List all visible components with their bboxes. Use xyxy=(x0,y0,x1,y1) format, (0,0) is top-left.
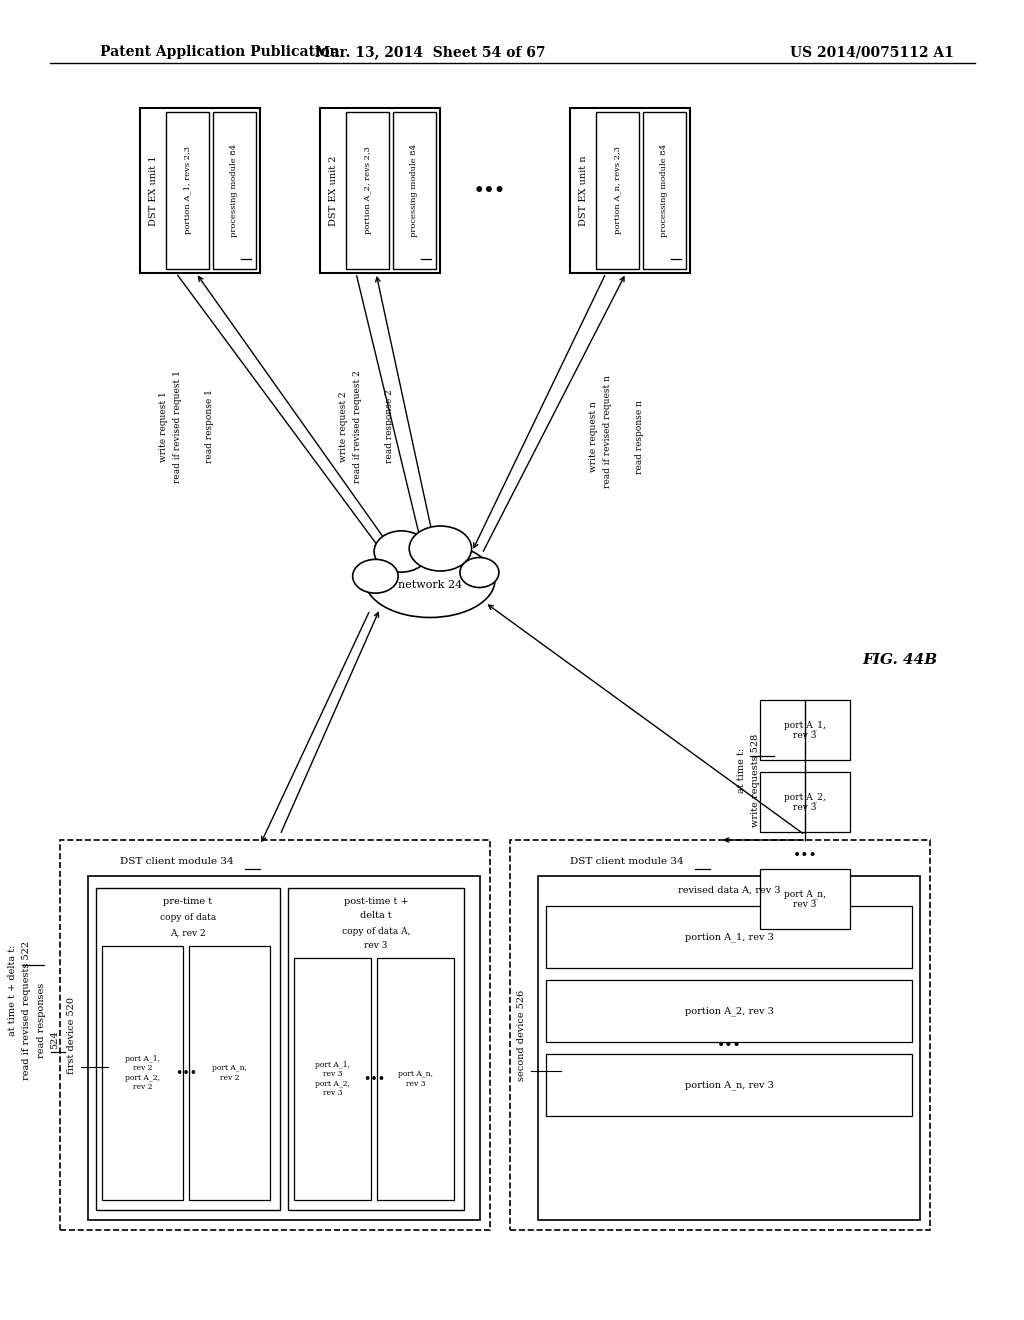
Bar xyxy=(570,108,690,273)
Text: DST EX unit 1: DST EX unit 1 xyxy=(148,156,158,226)
Bar xyxy=(88,876,480,1220)
Text: DST EX unit n: DST EX unit n xyxy=(579,156,588,226)
Text: Patent Application Publication: Patent Application Publication xyxy=(100,45,340,59)
Bar xyxy=(596,112,639,269)
Text: processing module 84: processing module 84 xyxy=(411,144,419,238)
Text: read response 2: read response 2 xyxy=(384,389,393,463)
Text: port A_n,
rev 2: port A_n, rev 2 xyxy=(212,1064,247,1081)
Text: DST EX unit 2: DST EX unit 2 xyxy=(329,156,338,226)
Text: Mar. 13, 2014  Sheet 54 of 67: Mar. 13, 2014 Sheet 54 of 67 xyxy=(314,45,545,59)
Text: at time t:: at time t: xyxy=(737,747,746,792)
Bar xyxy=(546,906,912,968)
Bar xyxy=(102,946,183,1200)
Text: portion A_1, rev 3: portion A_1, rev 3 xyxy=(685,932,773,942)
Bar xyxy=(96,888,280,1210)
Text: write requests 528: write requests 528 xyxy=(751,734,760,826)
Text: read response 1: read response 1 xyxy=(205,389,213,463)
Text: read if revised request 1: read if revised request 1 xyxy=(173,370,182,483)
Bar xyxy=(189,946,270,1200)
Text: US 2014/0075112 A1: US 2014/0075112 A1 xyxy=(790,45,954,59)
Bar xyxy=(319,108,440,273)
Text: port A_n,
rev 3: port A_n, rev 3 xyxy=(398,1071,433,1088)
Text: portion A_2, rev 3: portion A_2, rev 3 xyxy=(685,1006,773,1016)
Text: write request n: write request n xyxy=(589,401,597,473)
Text: read responses: read responses xyxy=(37,982,45,1057)
Text: portion A_1, revs 2,3: portion A_1, revs 2,3 xyxy=(183,147,191,235)
Text: •••: ••• xyxy=(362,1072,385,1085)
Text: port A_1,
rev 2
port A_2,
rev 2: port A_1, rev 2 port A_2, rev 2 xyxy=(125,1055,160,1090)
Text: processing module 84: processing module 84 xyxy=(230,144,239,238)
Text: post-time t +: post-time t + xyxy=(344,898,409,907)
Text: •••: ••• xyxy=(717,1039,741,1053)
Text: portion A_2, revs 2,3: portion A_2, revs 2,3 xyxy=(364,147,372,235)
Text: delta t: delta t xyxy=(360,912,392,920)
Text: port A_n,
rev 3: port A_n, rev 3 xyxy=(784,888,826,909)
Text: revised data A, rev 3: revised data A, rev 3 xyxy=(678,886,780,895)
Text: copy of data: copy of data xyxy=(160,913,216,923)
Bar xyxy=(510,840,930,1230)
Text: first device 520: first device 520 xyxy=(68,997,77,1073)
Ellipse shape xyxy=(374,531,429,572)
Text: write request 2: write request 2 xyxy=(339,391,347,462)
Text: write request 1: write request 1 xyxy=(159,391,168,462)
Bar xyxy=(294,958,371,1200)
Text: read if revised request 2: read if revised request 2 xyxy=(353,370,362,483)
Text: network 24: network 24 xyxy=(398,579,462,590)
Text: rev 3: rev 3 xyxy=(365,941,388,950)
Bar xyxy=(60,840,490,1230)
Bar xyxy=(166,112,209,269)
Text: read if revised request n: read if revised request n xyxy=(603,375,612,488)
Bar xyxy=(546,979,912,1041)
Text: DST client module 34: DST client module 34 xyxy=(570,858,684,866)
Text: port A_1,
rev 3: port A_1, rev 3 xyxy=(784,719,826,741)
Text: 524: 524 xyxy=(50,1031,59,1049)
Text: portion A_n, revs 2,3: portion A_n, revs 2,3 xyxy=(613,147,622,235)
Text: DST client module 34: DST client module 34 xyxy=(120,858,233,866)
Bar xyxy=(760,700,850,760)
Text: A, rev 2: A, rev 2 xyxy=(170,928,206,937)
Bar xyxy=(393,112,436,269)
Text: •••: ••• xyxy=(793,849,817,863)
Bar xyxy=(140,108,260,273)
Text: portion A_n, rev 3: portion A_n, rev 3 xyxy=(685,1080,773,1090)
Text: port A_2,
rev 3: port A_2, rev 3 xyxy=(784,792,826,812)
Text: read response n: read response n xyxy=(635,400,643,474)
Text: •••: ••• xyxy=(175,1067,197,1080)
Bar xyxy=(760,869,850,929)
Bar xyxy=(760,772,850,832)
Ellipse shape xyxy=(352,560,398,593)
Bar xyxy=(643,112,686,269)
Ellipse shape xyxy=(460,557,499,587)
Text: port A_1,
rev 3
port A_2,
rev 3: port A_1, rev 3 port A_2, rev 3 xyxy=(315,1061,350,1097)
Ellipse shape xyxy=(365,543,495,618)
Text: pre-time t: pre-time t xyxy=(164,898,213,907)
Ellipse shape xyxy=(410,525,472,572)
Text: at time t + delta t:: at time t + delta t: xyxy=(8,944,17,1036)
Bar xyxy=(546,1053,912,1115)
Text: •••: ••• xyxy=(474,182,506,199)
Bar xyxy=(288,888,464,1210)
Bar xyxy=(346,112,389,269)
Text: FIG. 44B: FIG. 44B xyxy=(862,653,938,667)
Bar xyxy=(377,958,454,1200)
Text: processing module 84: processing module 84 xyxy=(660,144,669,238)
Text: copy of data A,: copy of data A, xyxy=(342,928,411,936)
Text: second device 526: second device 526 xyxy=(517,990,526,1081)
Bar xyxy=(213,112,256,269)
Text: read if revised requests 522: read if revised requests 522 xyxy=(23,940,32,1080)
Bar xyxy=(538,876,920,1220)
